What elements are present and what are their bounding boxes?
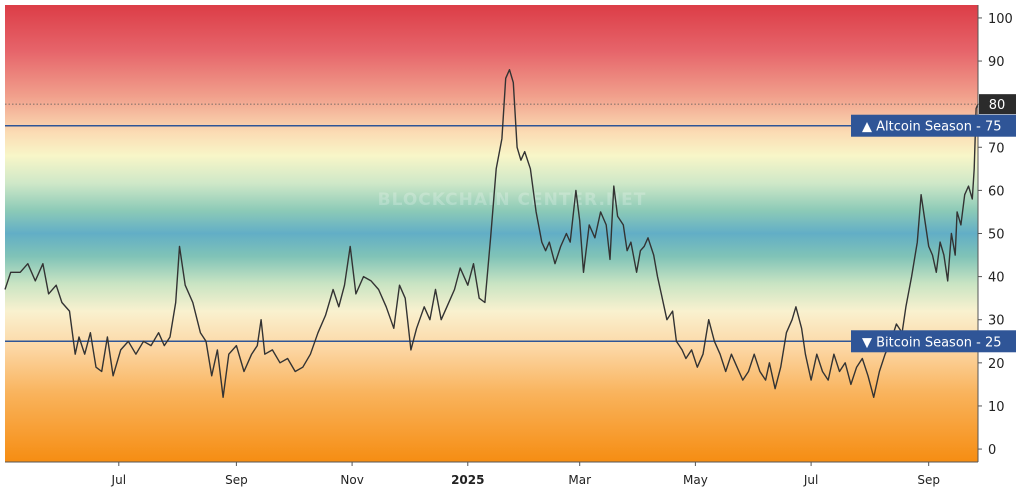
current-value-box [979, 94, 1016, 115]
y-tick-label: 30 [988, 314, 1005, 329]
y-tick-label: 60 [988, 184, 1005, 199]
y-tick-label: 50 [988, 228, 1005, 243]
x-tick-label: Sep [917, 473, 940, 487]
x-tick-label: Mar [568, 473, 591, 487]
y-tick-label: 20 [988, 357, 1005, 372]
y-tick-label: 10 [988, 400, 1005, 415]
x-axis: Jul Sep Nov 2025 Mar May Jul Sep [111, 462, 940, 487]
bitcoin-season-label-box [851, 330, 1016, 353]
x-tick-label: Jul [803, 473, 818, 487]
x-tick-label: Jul [111, 473, 126, 487]
x-tick-label: 2025 [451, 473, 484, 487]
series-line-0 [4, 68, 979, 398]
y-tick-label: 0 [988, 443, 996, 458]
x-tick-label: Nov [340, 473, 363, 487]
y-axis: 0 10 20 30 40 50 60 70 80 90 100 [978, 12, 1013, 458]
x-tick-label: Sep [225, 473, 248, 487]
x-tick-label: May [683, 473, 708, 487]
value-labels: 80 ▲ Altcoin Season - 75 ▼ Bitcoin Season … [851, 94, 1016, 353]
current-value-label: 80 [989, 98, 1006, 113]
series-layer [4, 68, 979, 398]
y-tick-label: 100 [988, 12, 1013, 27]
altcoin-season-label-box [851, 114, 1016, 137]
altcoin-season-label: ▲ Altcoin Season - 75 [862, 120, 1002, 135]
bitcoin-season-label: ▼ Bitcoin Season - 25 [862, 335, 1002, 350]
watermark: BLOCKCHAIN CENTER.NET [378, 190, 647, 210]
y-tick-label: 90 [988, 55, 1005, 70]
y-tick-label: 70 [988, 141, 1005, 156]
y-tick-label: 40 [988, 271, 1005, 286]
